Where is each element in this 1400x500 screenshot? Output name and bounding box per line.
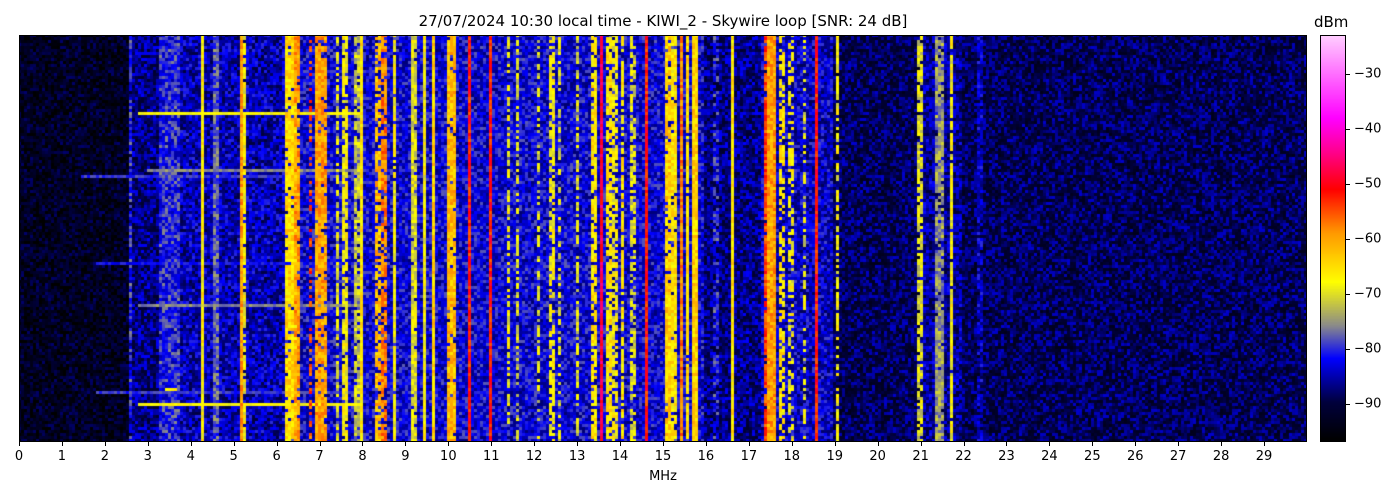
x-tick-label: 18 (783, 449, 801, 464)
x-tick (1092, 442, 1094, 446)
x-tick (276, 442, 278, 446)
x-tick (620, 442, 622, 446)
x-tick-label: 12 (525, 449, 543, 464)
x-tick-label: 14 (611, 449, 629, 464)
x-tick (104, 442, 106, 446)
colorbar-tick-label: −60 (1354, 231, 1382, 246)
x-tick-label: 25 (1084, 449, 1101, 464)
colorbar-tick-label: −80 (1354, 341, 1382, 356)
chart-title: 27/07/2024 10:30 local time - KIWI_2 - S… (418, 12, 908, 30)
colorbar-tick (1346, 183, 1350, 185)
x-tick (448, 442, 450, 446)
x-tick (534, 442, 536, 446)
x-tick (963, 442, 965, 446)
x-tick-label: 21 (912, 449, 929, 464)
x-tick-label: 16 (697, 449, 715, 464)
x-tick (19, 442, 20, 446)
colorbar-tick (1346, 238, 1350, 240)
x-tick-label: 23 (998, 449, 1015, 464)
colorbar-tick (1346, 293, 1350, 295)
x-tick-label: 19 (826, 449, 843, 464)
x-tick (61, 442, 63, 446)
x-tick-label: 7 (315, 449, 324, 464)
x-axis-label: MHz (649, 469, 677, 484)
x-tick-label: 27 (1169, 449, 1187, 464)
colorbar-tick-label: −40 (1354, 121, 1382, 136)
x-tick (233, 442, 235, 446)
x-tick (705, 442, 707, 446)
x-tick (577, 442, 579, 446)
x-tick-label: 1 (57, 449, 67, 464)
x-tick (748, 442, 750, 446)
x-tick-label: 28 (1212, 449, 1230, 464)
plot-frame (19, 35, 1307, 442)
x-tick (319, 442, 321, 446)
colorbar-label: dBm (1314, 13, 1349, 31)
x-tick-label: 0 (14, 449, 24, 464)
x-tick (1006, 442, 1008, 446)
x-tick-label: 15 (654, 449, 672, 464)
x-tick-label: 10 (440, 449, 457, 464)
x-axis: 0 1 2 3 4 5 6 7 8 9 10 11 12 13 14 15 16 17 18 19 20 21 22 23 24… (15, 442, 1307, 472)
x-tick (877, 442, 879, 446)
x-tick-label: 2 (100, 449, 109, 464)
colorbar-tick-label: −30 (1354, 66, 1382, 81)
colorbar-tick-label: −50 (1354, 176, 1382, 191)
x-tick (405, 442, 407, 446)
x-tick (834, 442, 836, 446)
x-tick (791, 442, 793, 446)
x-tick (190, 442, 192, 446)
x-tick (1178, 442, 1180, 446)
x-tick-label: 24 (1041, 449, 1058, 464)
colorbar-tick (1346, 128, 1350, 130)
x-tick (1264, 442, 1266, 446)
x-tick (1135, 442, 1137, 446)
x-tick-label: 6 (272, 449, 281, 464)
waterfall-heatmap (19, 35, 1307, 442)
x-tick-label: 8 (358, 449, 367, 464)
x-tick-label: 3 (143, 449, 152, 464)
x-tick (920, 442, 922, 446)
x-tick (147, 442, 149, 446)
x-tick-label: 5 (229, 449, 238, 464)
x-tick-label: 29 (1255, 449, 1273, 464)
colorbar-tick (1346, 403, 1350, 405)
x-tick-label: 11 (482, 449, 500, 464)
x-tick-label: 26 (1126, 449, 1144, 464)
x-tick-label: 17 (740, 449, 758, 464)
x-tick (1221, 442, 1223, 446)
x-tick (362, 442, 364, 446)
x-tick (663, 442, 664, 446)
colorbar-tick (1346, 73, 1350, 75)
x-tick-label: 13 (568, 449, 586, 464)
x-tick-label: 20 (869, 449, 886, 464)
x-tick-label: 22 (955, 449, 972, 464)
x-tick-label: 4 (186, 449, 195, 464)
x-tick (1049, 442, 1051, 446)
x-tick-label: 9 (401, 449, 410, 464)
x-tick (491, 442, 493, 446)
colorbar-tick (1346, 348, 1350, 350)
colorbar (1320, 35, 1346, 442)
colorbar-tick-label: −70 (1354, 286, 1382, 301)
colorbar-tick-label: −90 (1354, 396, 1382, 411)
